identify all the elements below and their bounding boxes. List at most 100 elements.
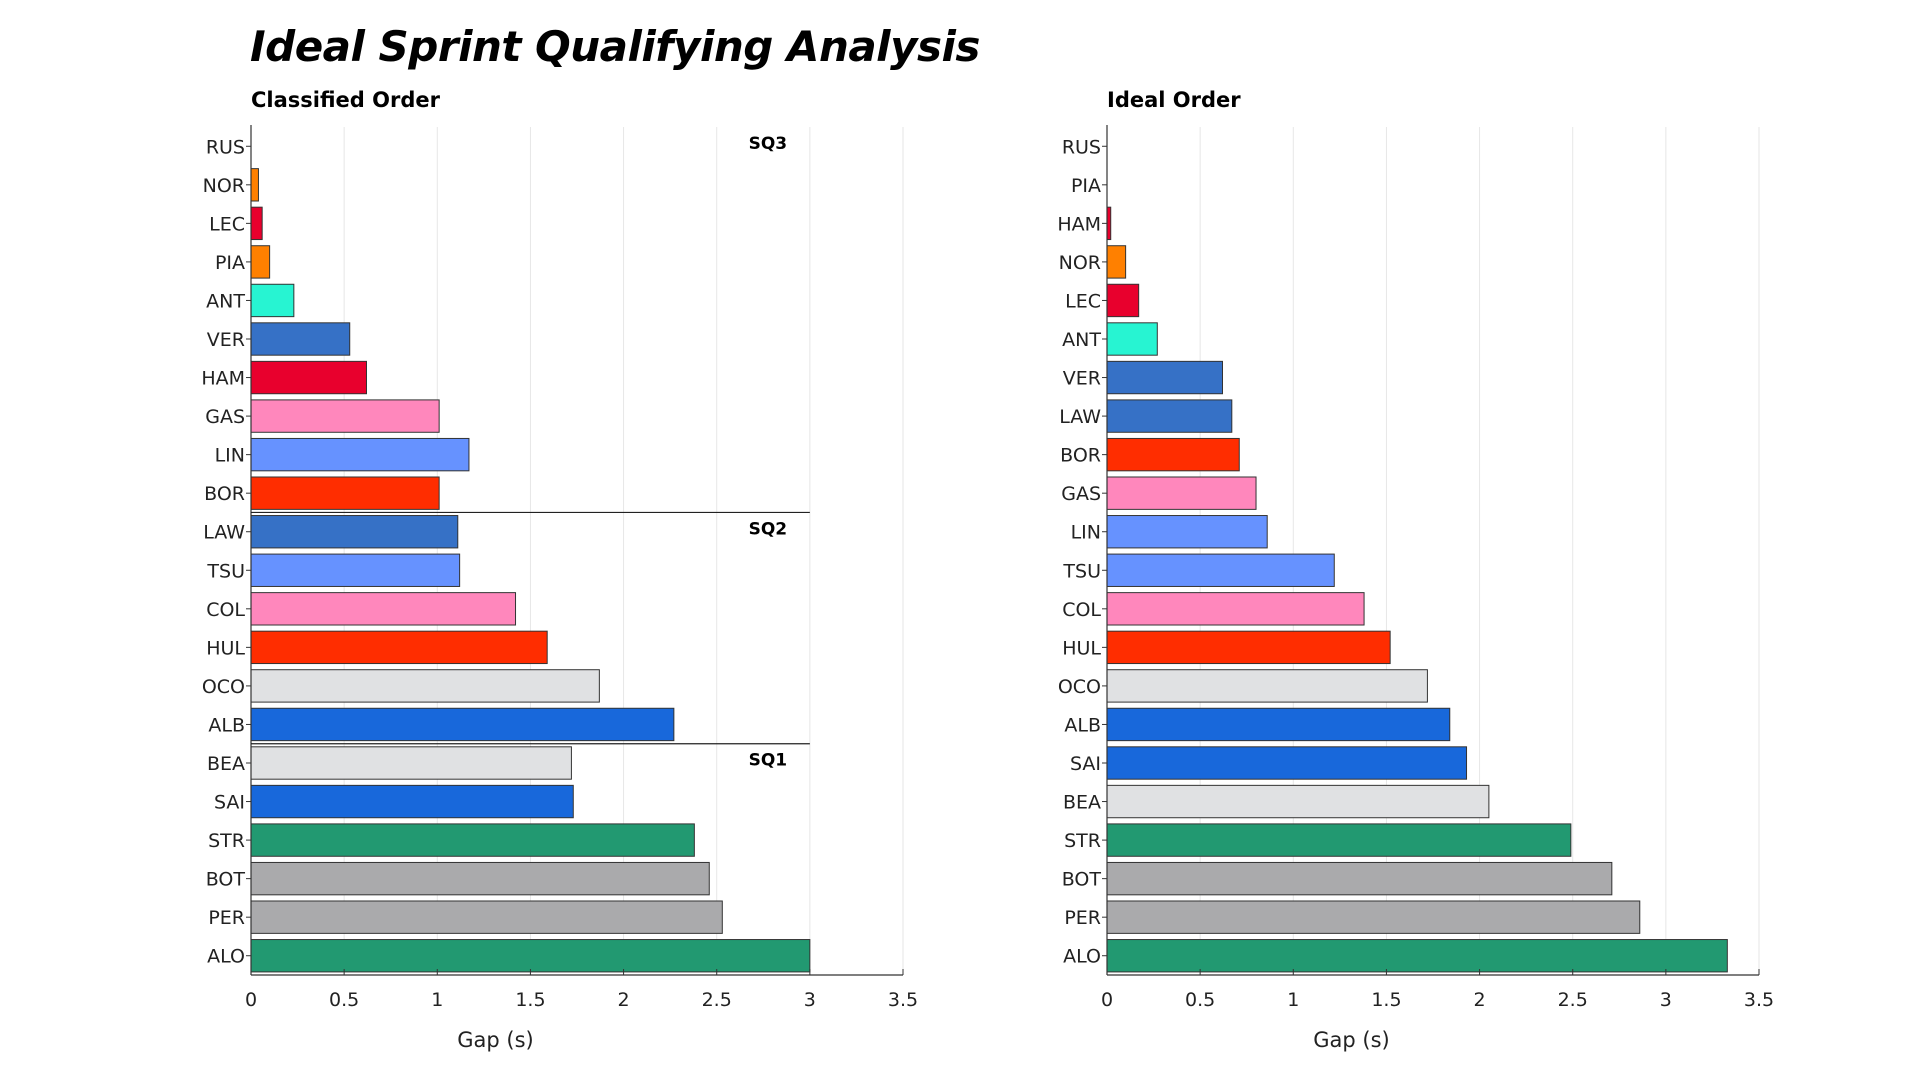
- chart1-x-tick-label: 3.5: [888, 989, 918, 1011]
- chart1-y-tick-label: BEA: [207, 753, 245, 775]
- chart2-y-tick-label: BEA: [1063, 792, 1101, 814]
- chart1-bar-ham: [250, 360, 367, 395]
- chart1-x-tick-label: 0: [245, 989, 257, 1011]
- chart1-bar-alb: [250, 707, 675, 742]
- chart2-bar-hul: [1106, 630, 1391, 665]
- chart1-bar-col: [250, 592, 517, 626]
- chart1-y-tick-label: LIN: [215, 445, 245, 467]
- chart1-y-tick-label: PIA: [215, 252, 245, 274]
- chart1-y-tick-label: BOR: [204, 483, 245, 505]
- chart1-bar-oco: [250, 669, 600, 703]
- chart2-x-tick-label: 2: [1474, 989, 1486, 1011]
- chart2-y-tick-label: VER: [1063, 368, 1101, 390]
- chart2-bar-lin: [1106, 515, 1268, 549]
- chart2-bar-col: [1106, 592, 1365, 626]
- chart1-bar-bor: [250, 476, 440, 510]
- chart1-y-tick-label: LEC: [209, 213, 245, 235]
- chart2-x-tick-label: 3: [1660, 989, 1672, 1011]
- chart1-y-tick-label: SAI: [214, 792, 245, 814]
- chart2-x-axis-title: Gap (s): [1313, 1028, 1389, 1052]
- chart1-y-tick-label: VER: [207, 329, 245, 351]
- chart2-y-tick-label: BOT: [1062, 869, 1102, 891]
- chart1-x-tick-label: 2.5: [702, 989, 732, 1011]
- chart1-y-tick-label: RUS: [206, 136, 245, 158]
- chart2-y-tick-label: LIN: [1071, 522, 1101, 544]
- chart2-bar-bea: [1106, 784, 1490, 819]
- chart-main-title: Ideal Sprint Qualifying Analysis: [250, 22, 980, 71]
- chart2-y-tick-label: COL: [1062, 599, 1101, 621]
- chart1-bar-bea: [250, 746, 572, 780]
- chart1-y-tick-label: GAS: [205, 406, 245, 428]
- chart2-x-tick-label: 0: [1101, 989, 1113, 1011]
- chart2-bar-ver: [1106, 360, 1223, 395]
- chart2-y-tick-label: NOR: [1059, 252, 1101, 274]
- chart2-y-tick-label: GAS: [1061, 483, 1101, 505]
- chart2-bar-gas: [1106, 476, 1257, 510]
- chart2-bar-per: [1106, 900, 1641, 934]
- chart2-bar-law: [1106, 399, 1233, 433]
- chart1-bar-tsu: [250, 553, 461, 587]
- chart1-bar-lin: [250, 437, 470, 472]
- chart1-title: Classified Order: [251, 88, 441, 112]
- chart1-bar-bot: [250, 861, 710, 896]
- chart1-y-tick-label: BOT: [206, 869, 246, 891]
- chart1-bar-str: [250, 823, 695, 857]
- chart1-bar-alo: [250, 939, 811, 973]
- chart2-bar-alo: [1106, 939, 1728, 973]
- chart2-y-tick-label: PIA: [1071, 175, 1101, 197]
- chart1-bar-ant: [250, 283, 295, 318]
- chart2-y-tick-label: LAW: [1059, 406, 1101, 428]
- chart2-y-tick-label: BOR: [1060, 445, 1101, 467]
- chart2-bar-nor: [1106, 245, 1127, 279]
- chart1-y-tick-label: OCO: [202, 676, 245, 698]
- chart1-y-tick-label: TSU: [206, 560, 245, 582]
- chart2-bar-str: [1106, 823, 1572, 857]
- chart2-title: Ideal Order: [1107, 88, 1241, 112]
- chart1-y-tick-label: LAW: [203, 522, 245, 544]
- chart1-x-axis-title: Gap (s): [457, 1028, 533, 1052]
- chart2-y-tick-label: HUL: [1062, 637, 1101, 659]
- chart1-bar-hul: [250, 630, 548, 665]
- chart2-bar-bor: [1106, 437, 1240, 472]
- chart1-x-tick-label: 2: [618, 989, 630, 1011]
- chart2-y-tick-label: ANT: [1062, 329, 1101, 351]
- chart2-bar-ant: [1106, 322, 1158, 356]
- chart2-x-tick-label: 2.5: [1558, 989, 1588, 1011]
- chart1-y-tick-label: COL: [206, 599, 245, 621]
- chart2-bar-alb: [1106, 707, 1451, 742]
- chart1-y-tick-label: ALO: [207, 946, 245, 968]
- chart2-x-tick-label: 1: [1287, 989, 1299, 1011]
- chart2-x-tick-label: 0.5: [1185, 989, 1215, 1011]
- chart1-bar-nor: [250, 168, 259, 202]
- chart1-x-tick-label: 3: [804, 989, 816, 1011]
- chart2-y-tick-label: RUS: [1062, 136, 1101, 158]
- chart1-y-tick-label: PER: [208, 907, 245, 929]
- chart2-x-tick-label: 3.5: [1744, 989, 1774, 1011]
- chart2-y-tick-label: OCO: [1058, 676, 1101, 698]
- chart2-y-tick-label: LEC: [1065, 290, 1101, 312]
- chart2-bar-oco: [1106, 669, 1428, 703]
- chart1-y-tick-label: STR: [208, 830, 245, 852]
- chart1-bar-lec: [250, 206, 263, 241]
- chart2-y-tick-label: ALB: [1064, 714, 1101, 736]
- chart1-bar-per: [250, 900, 723, 934]
- chart2-bar-bot: [1106, 861, 1613, 896]
- chart1-y-tick-label: NOR: [203, 175, 245, 197]
- chart1-bar-ver: [250, 322, 351, 356]
- chart2-y-tick-label: ALO: [1063, 946, 1101, 968]
- chart2-y-tick-label: PER: [1064, 907, 1101, 929]
- chart2-y-tick-label: HAM: [1057, 213, 1101, 235]
- chart1-y-tick-label: ANT: [206, 290, 245, 312]
- chart1-bar-law: [250, 515, 459, 549]
- chart1-y-tick-label: HAM: [201, 368, 245, 390]
- chart1-x-tick-label: 1.5: [515, 989, 545, 1011]
- chart2-bar-lec: [1106, 283, 1140, 318]
- chart1-y-tick-label: HUL: [206, 637, 245, 659]
- chart1-segment-label-sq1: SQ1: [749, 751, 788, 771]
- chart1-segment-label-sq3: SQ3: [749, 134, 788, 154]
- chart1-bar-sai: [250, 784, 574, 819]
- chart1-segment-label-sq2: SQ2: [749, 519, 788, 539]
- chart1-bar-gas: [250, 399, 440, 433]
- chart2-bar-tsu: [1106, 553, 1335, 587]
